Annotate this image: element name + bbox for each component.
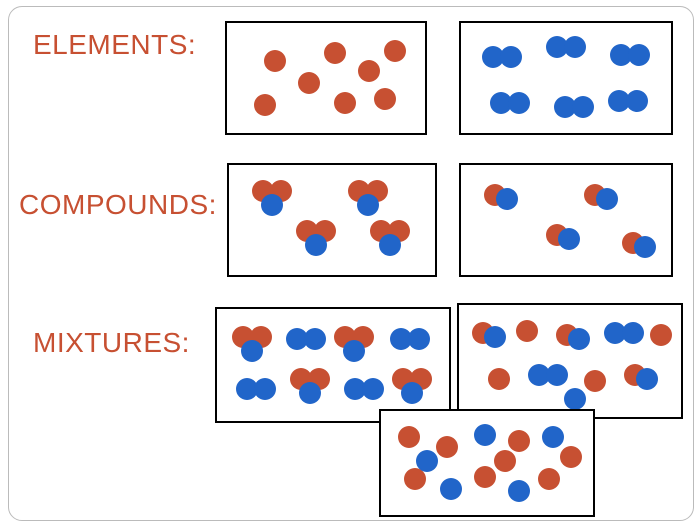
atom-blue bbox=[568, 328, 590, 350]
atom-blue bbox=[474, 424, 496, 446]
atom-blue bbox=[500, 46, 522, 68]
atom-blue bbox=[636, 368, 658, 390]
elements-box-2 bbox=[459, 21, 673, 135]
atom-red bbox=[358, 60, 380, 82]
atom-blue bbox=[304, 328, 326, 350]
atom-blue bbox=[362, 378, 384, 400]
diagram-frame: ELEMENTS: COMPOUNDS: MIXTURES: bbox=[8, 6, 694, 521]
atom-blue bbox=[254, 378, 276, 400]
mixtures-label: MIXTURES: bbox=[33, 327, 190, 359]
atom-blue bbox=[357, 194, 379, 216]
atom-blue bbox=[508, 480, 530, 502]
atom-red bbox=[516, 320, 538, 342]
atom-red bbox=[264, 50, 286, 72]
mixtures-box-2 bbox=[457, 303, 683, 419]
atom-blue bbox=[299, 382, 321, 404]
atom-red bbox=[584, 370, 606, 392]
atom-red bbox=[494, 450, 516, 472]
atom-blue bbox=[634, 236, 656, 258]
atom-blue bbox=[261, 194, 283, 216]
atom-blue bbox=[596, 188, 618, 210]
atom-red bbox=[334, 92, 356, 114]
atom-red bbox=[398, 426, 420, 448]
compounds-box-1 bbox=[227, 163, 437, 277]
atom-blue bbox=[628, 44, 650, 66]
atom-red bbox=[324, 42, 346, 64]
atom-blue bbox=[241, 340, 263, 362]
atom-blue bbox=[564, 36, 586, 58]
atom-red bbox=[508, 430, 530, 452]
atom-red bbox=[488, 368, 510, 390]
mixtures-box-3 bbox=[379, 409, 595, 517]
atom-blue bbox=[542, 426, 564, 448]
atom-blue bbox=[626, 90, 648, 112]
atom-blue bbox=[305, 234, 327, 256]
atom-blue bbox=[496, 188, 518, 210]
atom-blue bbox=[508, 92, 530, 114]
elements-label: ELEMENTS: bbox=[33, 29, 196, 61]
atom-red bbox=[560, 446, 582, 468]
atom-red bbox=[298, 72, 320, 94]
atom-red bbox=[650, 324, 672, 346]
atom-red bbox=[538, 468, 560, 490]
elements-box-1 bbox=[225, 21, 427, 135]
atom-blue bbox=[416, 450, 438, 472]
atom-red bbox=[254, 94, 276, 116]
atom-blue bbox=[546, 364, 568, 386]
atom-red bbox=[474, 466, 496, 488]
atom-blue bbox=[408, 328, 430, 350]
atom-blue bbox=[440, 478, 462, 500]
atom-red bbox=[384, 40, 406, 62]
atom-blue bbox=[558, 228, 580, 250]
atom-blue bbox=[484, 326, 506, 348]
atom-blue bbox=[343, 340, 365, 362]
atom-blue bbox=[564, 388, 586, 410]
atom-blue bbox=[379, 234, 401, 256]
compounds-box-2 bbox=[459, 163, 673, 277]
atom-blue bbox=[572, 96, 594, 118]
compounds-label: COMPOUNDS: bbox=[19, 189, 217, 221]
atom-red bbox=[436, 436, 458, 458]
atom-red bbox=[374, 88, 396, 110]
mixtures-box-1 bbox=[215, 307, 451, 423]
atom-blue bbox=[401, 382, 423, 404]
atom-blue bbox=[622, 322, 644, 344]
